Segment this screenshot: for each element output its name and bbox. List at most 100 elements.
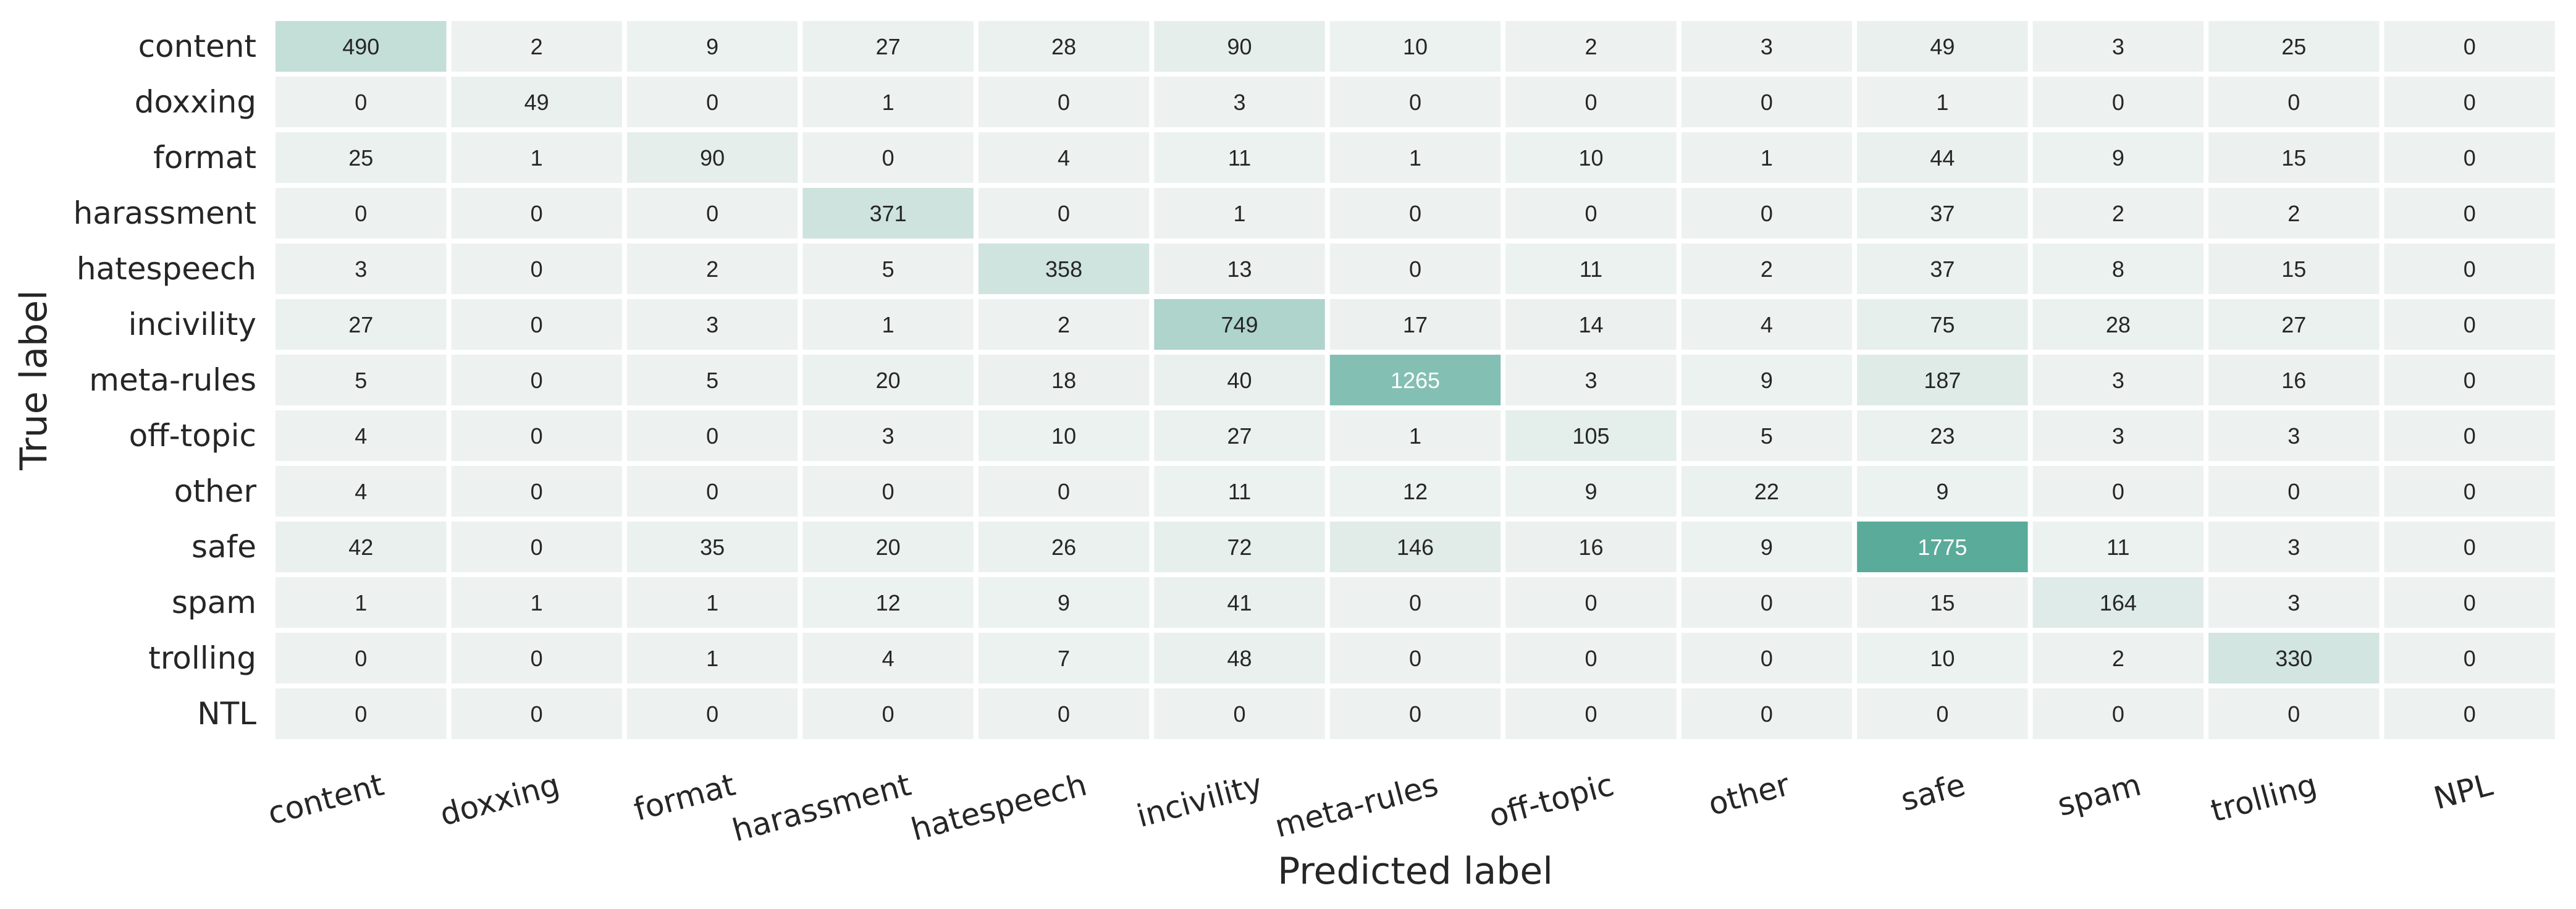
cell-value-label: 41 — [1227, 590, 1252, 615]
cell-value-label: 1 — [882, 90, 894, 115]
cell-value-label: 0 — [1936, 701, 1948, 727]
cell-value-label: 9 — [1585, 479, 1597, 504]
cell-rect — [1329, 633, 1501, 683]
cell-value-label: 1 — [706, 590, 718, 615]
cell-value-label: 15 — [2281, 145, 2306, 171]
heatmap-cell: 1 — [802, 77, 974, 127]
heatmap-cell: 330 — [2208, 633, 2380, 683]
y-tick-label: trolling — [148, 640, 256, 676]
heatmap-cell: 48 — [1154, 633, 1325, 683]
cell-rect — [1857, 299, 2028, 350]
cell-value-label: 105 — [1572, 423, 1609, 449]
heatmap-cell: 0 — [626, 77, 798, 127]
cell-value-label: 27 — [348, 312, 373, 337]
y-tick-label: harassment — [74, 195, 256, 231]
y-tick-label: hatespeech — [77, 251, 256, 287]
heatmap-cell: 0 — [626, 188, 798, 239]
y-tick-label: other — [174, 473, 257, 509]
heatmap-cell: 15 — [2208, 243, 2380, 294]
heatmap-cell: 11 — [1154, 132, 1325, 183]
cell-rect — [276, 21, 447, 72]
cell-rect — [626, 688, 798, 739]
heatmap-cell: 44 — [1857, 132, 2028, 183]
cell-rect — [1505, 688, 1677, 739]
heatmap-cell: 0 — [1505, 633, 1677, 683]
cell-rect — [2032, 355, 2204, 405]
heatmap-cell: 1 — [1681, 132, 1853, 183]
cell-rect — [276, 522, 447, 572]
cell-rect — [1154, 466, 1325, 517]
heatmap-cell: 0 — [1154, 688, 1325, 739]
cell-rect — [2208, 466, 2380, 517]
cell-rect — [1857, 466, 2028, 517]
cell-value-label: 4 — [1058, 145, 1070, 171]
cell-value-label: 3 — [706, 312, 718, 337]
heatmap-cell: 12 — [802, 577, 974, 628]
heatmap-cell: 0 — [2384, 21, 2555, 72]
heatmap-cell: 0 — [802, 688, 974, 739]
heatmap-cell: 3 — [2208, 577, 2380, 628]
cell-value-label: 0 — [1409, 90, 1421, 115]
cell-rect — [2384, 188, 2555, 239]
cell-value-label: 5 — [355, 368, 367, 393]
x-tick-labels: content doxxing formatharassmenthatespeech… — [264, 766, 2496, 848]
cell-rect — [802, 132, 974, 183]
cell-rect — [802, 688, 974, 739]
cell-value-label: 0 — [531, 201, 543, 226]
heatmap-cell: 0 — [2384, 299, 2555, 350]
cell-rect — [802, 410, 974, 461]
x-tick-label: harassment — [728, 767, 914, 849]
heatmap-cell: 49 — [1857, 21, 2028, 72]
cell-rect — [276, 466, 447, 517]
heatmap-cell: 0 — [2384, 688, 2555, 739]
heatmap-cell: 5 — [1681, 410, 1853, 461]
heatmap-cell: 90 — [1154, 21, 1325, 72]
cell-rect — [2208, 633, 2380, 683]
heatmap-cells: 490 2 9 27 28 90 10 2 3 49 3 25 00 49 0 1 0 3 0 0 0 1 0 0 025 1 90… — [276, 21, 2555, 739]
cell-rect — [2208, 410, 2380, 461]
heatmap-cell: 0 — [2384, 355, 2555, 405]
cell-rect — [1681, 410, 1853, 461]
cell-value-label: 4 — [1761, 312, 1773, 337]
cell-value-label: 9 — [706, 34, 718, 59]
heatmap-cell: 0 — [1505, 688, 1677, 739]
cell-rect — [1681, 355, 1853, 405]
heatmap-cell: 3 — [1505, 355, 1677, 405]
heatmap-cell: 0 — [276, 188, 447, 239]
cell-value-label: 37 — [1930, 256, 1955, 282]
heatmap-cell: 0 — [2208, 466, 2380, 517]
cell-rect — [2208, 577, 2380, 628]
heatmap-cell: 0 — [1505, 77, 1677, 127]
cell-rect — [1154, 132, 1325, 183]
cell-rect — [802, 522, 974, 572]
cell-value-label: 14 — [1578, 312, 1603, 337]
cell-rect — [2032, 21, 2204, 72]
heatmap-cell: 0 — [978, 188, 1150, 239]
cell-value-label: 0 — [531, 368, 543, 393]
cell-rect — [2384, 132, 2555, 183]
cell-value-label: 0 — [2464, 145, 2476, 171]
cell-value-label: 28 — [2106, 312, 2131, 337]
cell-rect — [2032, 243, 2204, 294]
cell-value-label: 9 — [1761, 535, 1773, 560]
cell-rect — [1505, 132, 1677, 183]
cell-value-label: 3 — [355, 256, 367, 282]
heatmap-cell: 28 — [978, 21, 1150, 72]
cell-value-label: 0 — [706, 479, 718, 504]
cell-rect — [2384, 410, 2555, 461]
cell-value-label: 0 — [2464, 423, 2476, 449]
cell-value-label: 0 — [531, 423, 543, 449]
cell-value-label: 0 — [1585, 701, 1597, 727]
cell-rect — [2032, 132, 2204, 183]
cell-rect — [276, 355, 447, 405]
heatmap-cell: 0 — [2032, 77, 2204, 127]
heatmap-cell: 0 — [1857, 688, 2028, 739]
cell-value-label: 3 — [2288, 535, 2300, 560]
heatmap-cell: 9 — [626, 21, 798, 72]
heatmap-cell: 2 — [2208, 188, 2380, 239]
cell-value-label: 3 — [1234, 90, 1246, 115]
cell-rect — [1505, 355, 1677, 405]
heatmap-cell: 749 — [1154, 299, 1325, 350]
x-tick-label: format — [630, 767, 739, 828]
cell-value-label: 11 — [1228, 145, 1251, 171]
